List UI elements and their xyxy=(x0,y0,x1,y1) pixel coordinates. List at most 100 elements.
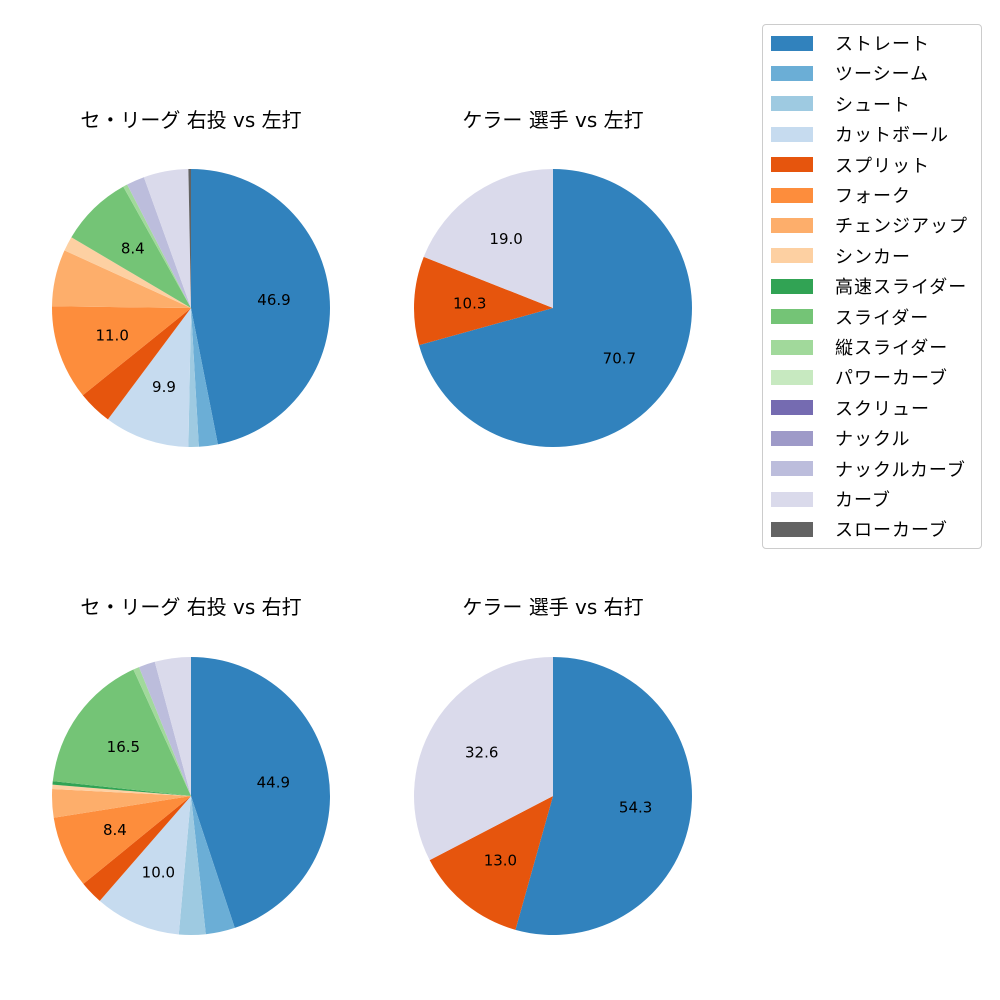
legend-item: シュート xyxy=(771,94,911,116)
pie-slice xyxy=(413,657,553,861)
legend-label: スプリット xyxy=(835,155,930,177)
legend-swatch xyxy=(771,35,813,51)
slice-value-label: 9.9 xyxy=(152,378,176,396)
pie-chart: 46.9 9.9 11.0 8.4 xyxy=(52,168,331,447)
legend-swatch xyxy=(771,65,813,81)
legend-label: 縦スライダー xyxy=(835,338,949,359)
slice-value-label: 8.4 xyxy=(121,239,145,257)
pie-slice xyxy=(143,169,191,308)
legend-label: ツーシーム xyxy=(835,64,930,86)
slice-value-label: 54.3 xyxy=(619,798,652,816)
chart-title: セ・リーグ 右投 vs 右打 xyxy=(80,595,302,619)
pie-slice xyxy=(133,667,191,796)
legend-swatch xyxy=(771,369,813,385)
pie-slice xyxy=(423,169,553,308)
legend-item: チェンジアップ xyxy=(771,215,968,238)
pie-slice xyxy=(191,657,330,928)
pie-slice xyxy=(82,308,191,420)
pie-slice xyxy=(99,796,191,935)
legend-label: パワーカーブ xyxy=(835,368,948,390)
legend-label: スライダー xyxy=(835,307,930,329)
pie-slice xyxy=(52,669,191,796)
pie-slice xyxy=(429,796,553,930)
legend-item: ツーシーム xyxy=(771,63,930,86)
legend-item: ナックルカーブ xyxy=(771,459,966,481)
slice-value-label: 8.4 xyxy=(103,821,127,839)
legend-swatch xyxy=(771,461,813,477)
legend-item: スプリット xyxy=(771,155,930,177)
legend-swatch xyxy=(771,278,813,294)
slice-value-label: 46.9 xyxy=(257,291,290,309)
pie-slice xyxy=(191,168,331,445)
legend-label: スローカーブ xyxy=(835,520,948,542)
legend-item: スローカーブ xyxy=(771,519,948,542)
legend-swatch xyxy=(771,339,813,355)
legend-swatch xyxy=(771,248,813,264)
pie-slice xyxy=(52,784,191,796)
pie-slice xyxy=(154,657,191,796)
pie-slice xyxy=(191,308,218,447)
legend-swatch xyxy=(771,309,813,325)
pie-chart: 44.9 10.0 8.4 16.5 xyxy=(51,657,330,935)
legend-item: カットボール xyxy=(771,124,949,147)
slice-value-label: 32.6 xyxy=(465,744,498,762)
pie-slice xyxy=(83,796,191,901)
legend-item: ストレート xyxy=(771,33,930,55)
chart-title: ケラー 選手 vs 右打 xyxy=(462,595,644,619)
slice-value-label: 10.3 xyxy=(453,295,486,313)
legend-label: チェンジアップ xyxy=(835,216,968,238)
legend-label: フォーク xyxy=(835,186,911,207)
pie-slice xyxy=(53,796,191,884)
pie-slice xyxy=(52,306,191,396)
legend-item: 縦スライダー xyxy=(771,337,949,359)
pie-slice xyxy=(515,657,693,935)
legend-swatch xyxy=(771,157,813,173)
slice-value-label: 10.0 xyxy=(142,864,175,882)
pie-slice xyxy=(123,184,191,308)
legend-label: シュート xyxy=(835,94,911,116)
legend-swatch xyxy=(771,96,813,112)
pie-slice xyxy=(64,237,191,308)
legend-label: カットボール xyxy=(835,125,949,147)
legend-swatch xyxy=(771,126,813,142)
slice-value-label: 70.7 xyxy=(603,349,636,367)
legend-label: ナックル xyxy=(835,429,911,451)
slice-value-label: 19.0 xyxy=(489,230,522,248)
legend-swatch xyxy=(771,400,813,416)
pie-slice xyxy=(127,177,191,308)
legend-label: スクリュー xyxy=(835,398,930,420)
pie-slice xyxy=(188,308,199,447)
slice-value-label: 11.0 xyxy=(95,326,128,344)
legend-swatch xyxy=(771,521,813,537)
legend-item: スクリュー xyxy=(771,398,930,420)
legend-swatch xyxy=(771,491,813,507)
legend-label: ストレート xyxy=(835,34,930,55)
legend-label: シンカー xyxy=(835,246,911,268)
pie-chart: 54.3 13.0 32.6 xyxy=(413,657,693,935)
pie-slice xyxy=(191,796,235,935)
chart-title: ケラー 選手 vs 左打 xyxy=(462,108,644,132)
legend-item: パワーカーブ xyxy=(771,367,948,390)
legend-swatch xyxy=(771,217,813,233)
legend-swatch xyxy=(771,187,813,203)
legend-swatch xyxy=(771,430,813,446)
pie-slice xyxy=(139,661,191,796)
legend-label: カーブ xyxy=(835,490,891,511)
legend-item: シンカー xyxy=(771,246,911,268)
legend-item: カーブ xyxy=(771,489,891,511)
legend-label: 高速スライダー xyxy=(835,277,968,299)
slice-value-label: 13.0 xyxy=(484,852,517,870)
pie-slice xyxy=(419,169,693,447)
pie-slice xyxy=(52,781,191,796)
legend-item: フォーク xyxy=(771,185,911,207)
pie-slice xyxy=(51,789,191,818)
legend-label: ナックルカーブ xyxy=(835,459,966,481)
legend-item: 高速スライダー xyxy=(771,276,968,299)
pie-slice xyxy=(71,186,191,308)
pie-slice xyxy=(52,250,192,308)
pie-slice xyxy=(414,256,553,346)
legend-item: スライダー xyxy=(771,307,930,329)
pie-slice xyxy=(188,169,191,308)
slice-value-label: 44.9 xyxy=(257,774,290,792)
